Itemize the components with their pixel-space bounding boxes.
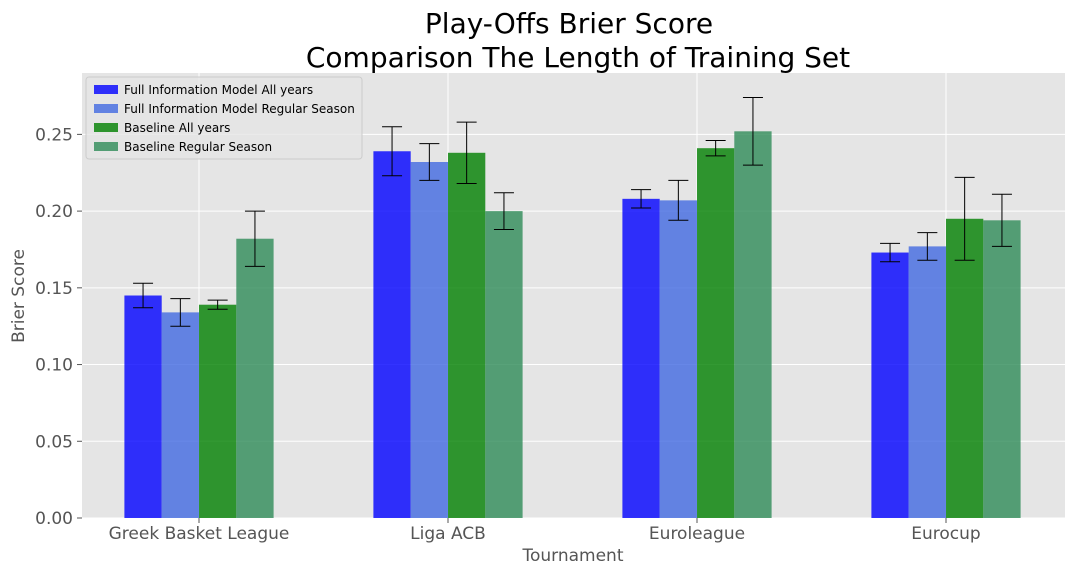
x-tick-label: Greek Basket League [109, 524, 290, 544]
bar [448, 152, 486, 519]
legend-label: Full Information Model Regular Season [124, 102, 355, 116]
error-bars-group [133, 97, 1012, 327]
y-axis-label: Brier Score [9, 249, 29, 343]
bar [622, 198, 660, 519]
y-tick-label: 0.00 [35, 509, 73, 529]
bar [236, 238, 274, 519]
legend-label: Full Information Model All years [124, 83, 313, 97]
bar [410, 162, 448, 518]
chart-title-line-1: Play-Offs Brier Score [425, 7, 713, 40]
y-tick-label: 0.15 [35, 279, 73, 299]
chart-title-line-2: Comparison The Length of Training Set [306, 41, 850, 74]
legend-swatch [94, 85, 118, 94]
y-tick-label: 0.10 [35, 356, 73, 376]
legend-label: Baseline All years [124, 121, 230, 135]
bar [697, 148, 735, 519]
bar [871, 252, 909, 518]
legend-swatch [94, 104, 118, 113]
y-tick-label: 0.05 [35, 432, 73, 452]
bar [659, 200, 697, 519]
x-axis-ticks: Greek Basket League Liga ACB Euroleague Eur… [109, 518, 981, 544]
legend-box [85, 76, 363, 160]
bar [161, 312, 199, 518]
legend-swatch [94, 123, 118, 132]
bar [373, 151, 411, 519]
bar [485, 211, 523, 518]
bars-group [124, 131, 1021, 519]
bar [946, 218, 984, 518]
bar [983, 220, 1021, 518]
bar [124, 295, 162, 518]
bar [734, 131, 772, 518]
bar [908, 246, 946, 518]
legend-swatch [94, 142, 118, 151]
x-tick-label: Eurocup [911, 524, 980, 544]
y-tick-label: 0.25 [35, 125, 73, 145]
x-axis-label: Tournament [521, 546, 623, 566]
x-tick-label: Liga ACB [410, 524, 486, 544]
y-tick-label: 0.20 [35, 202, 73, 222]
legend-label: Baseline Regular Season [124, 140, 272, 154]
y-axis-ticks: 0.00 0.05 0.10 0.15 0.20 0.25 [35, 125, 82, 529]
x-tick-label: Euroleague [649, 524, 745, 544]
bar [199, 304, 237, 518]
legend: Full Information Model All years Full Inf… [85, 76, 363, 160]
